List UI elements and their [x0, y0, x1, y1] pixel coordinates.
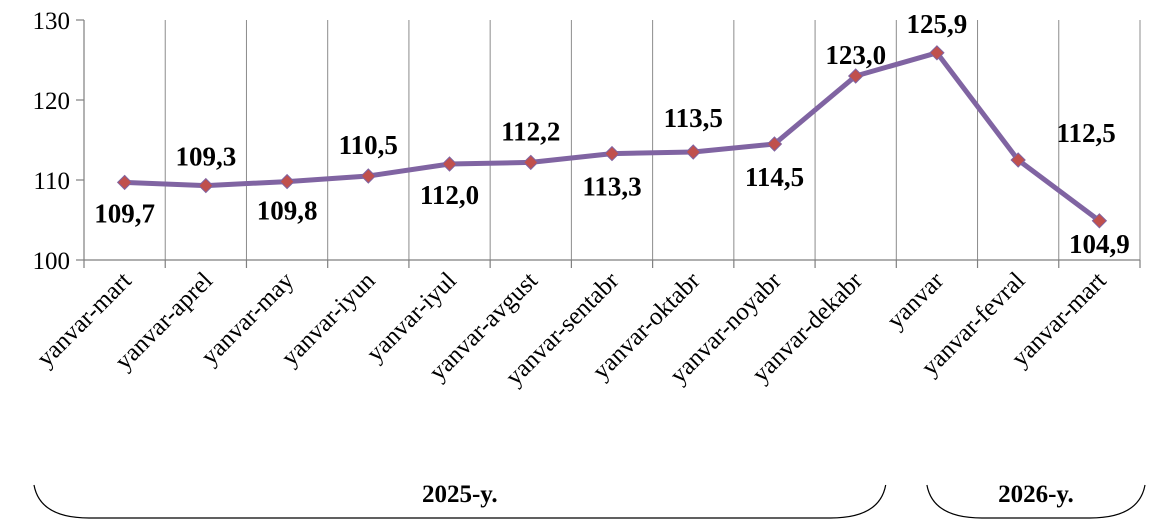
data-labels: 109,7 109,3 109,8 110,5 112,0 112,2 113,3 113,5… [94, 9, 1130, 259]
data-point-marker [116, 174, 133, 191]
axes [76, 19, 1141, 268]
y-axis-tick-labels: 100 110 120 130 [33, 8, 71, 275]
data-label: 109,7 [94, 198, 155, 228]
y-tick-label: 130 [33, 8, 71, 35]
y-tick-label: 100 [33, 248, 71, 275]
data-label: 112,0 [420, 180, 479, 210]
data-point-marker [1010, 152, 1026, 168]
data-label: 109,3 [175, 142, 236, 172]
year-group-label: 2026-y. [998, 481, 1074, 508]
y-tick-label: 120 [33, 88, 71, 115]
data-label: 110,5 [339, 130, 398, 160]
year-group-brace [926, 484, 1146, 519]
data-point-marker [604, 145, 620, 162]
data-point-marker [685, 144, 701, 160]
data-point-marker [929, 45, 945, 61]
x-axis-category-labels: yanvar-martyanvar-aprelyanvar-mayyanvar-… [32, 267, 1112, 391]
year-group-brace [33, 484, 887, 519]
data-label: 109,8 [257, 196, 318, 226]
vertical-gridlines [164, 20, 1141, 260]
data-markers [116, 45, 1108, 229]
data-point-marker [523, 154, 539, 171]
data-label: 112,2 [501, 116, 560, 146]
data-label: 104,9 [1069, 229, 1130, 259]
data-label: 123,0 [825, 40, 886, 70]
y-tick-label: 110 [33, 168, 70, 195]
data-point-marker [847, 68, 864, 84]
data-point-marker [441, 156, 458, 172]
data-point-marker [1091, 213, 1108, 229]
data-point-marker [279, 173, 295, 190]
data-label: 114,5 [745, 162, 804, 192]
x-category-label: yanvar [882, 267, 950, 335]
data-label: 112,5 [1057, 118, 1116, 148]
data-point-marker [198, 177, 214, 194]
data-label: 113,3 [582, 172, 641, 202]
data-label: 125,9 [907, 9, 968, 39]
data-label: 113,5 [664, 103, 723, 133]
data-point-marker [766, 136, 783, 152]
year-groups: 2025-y. 2026-y. [33, 481, 1146, 519]
data-point-marker [360, 168, 377, 184]
year-group-label: 2025-y. [422, 481, 498, 508]
